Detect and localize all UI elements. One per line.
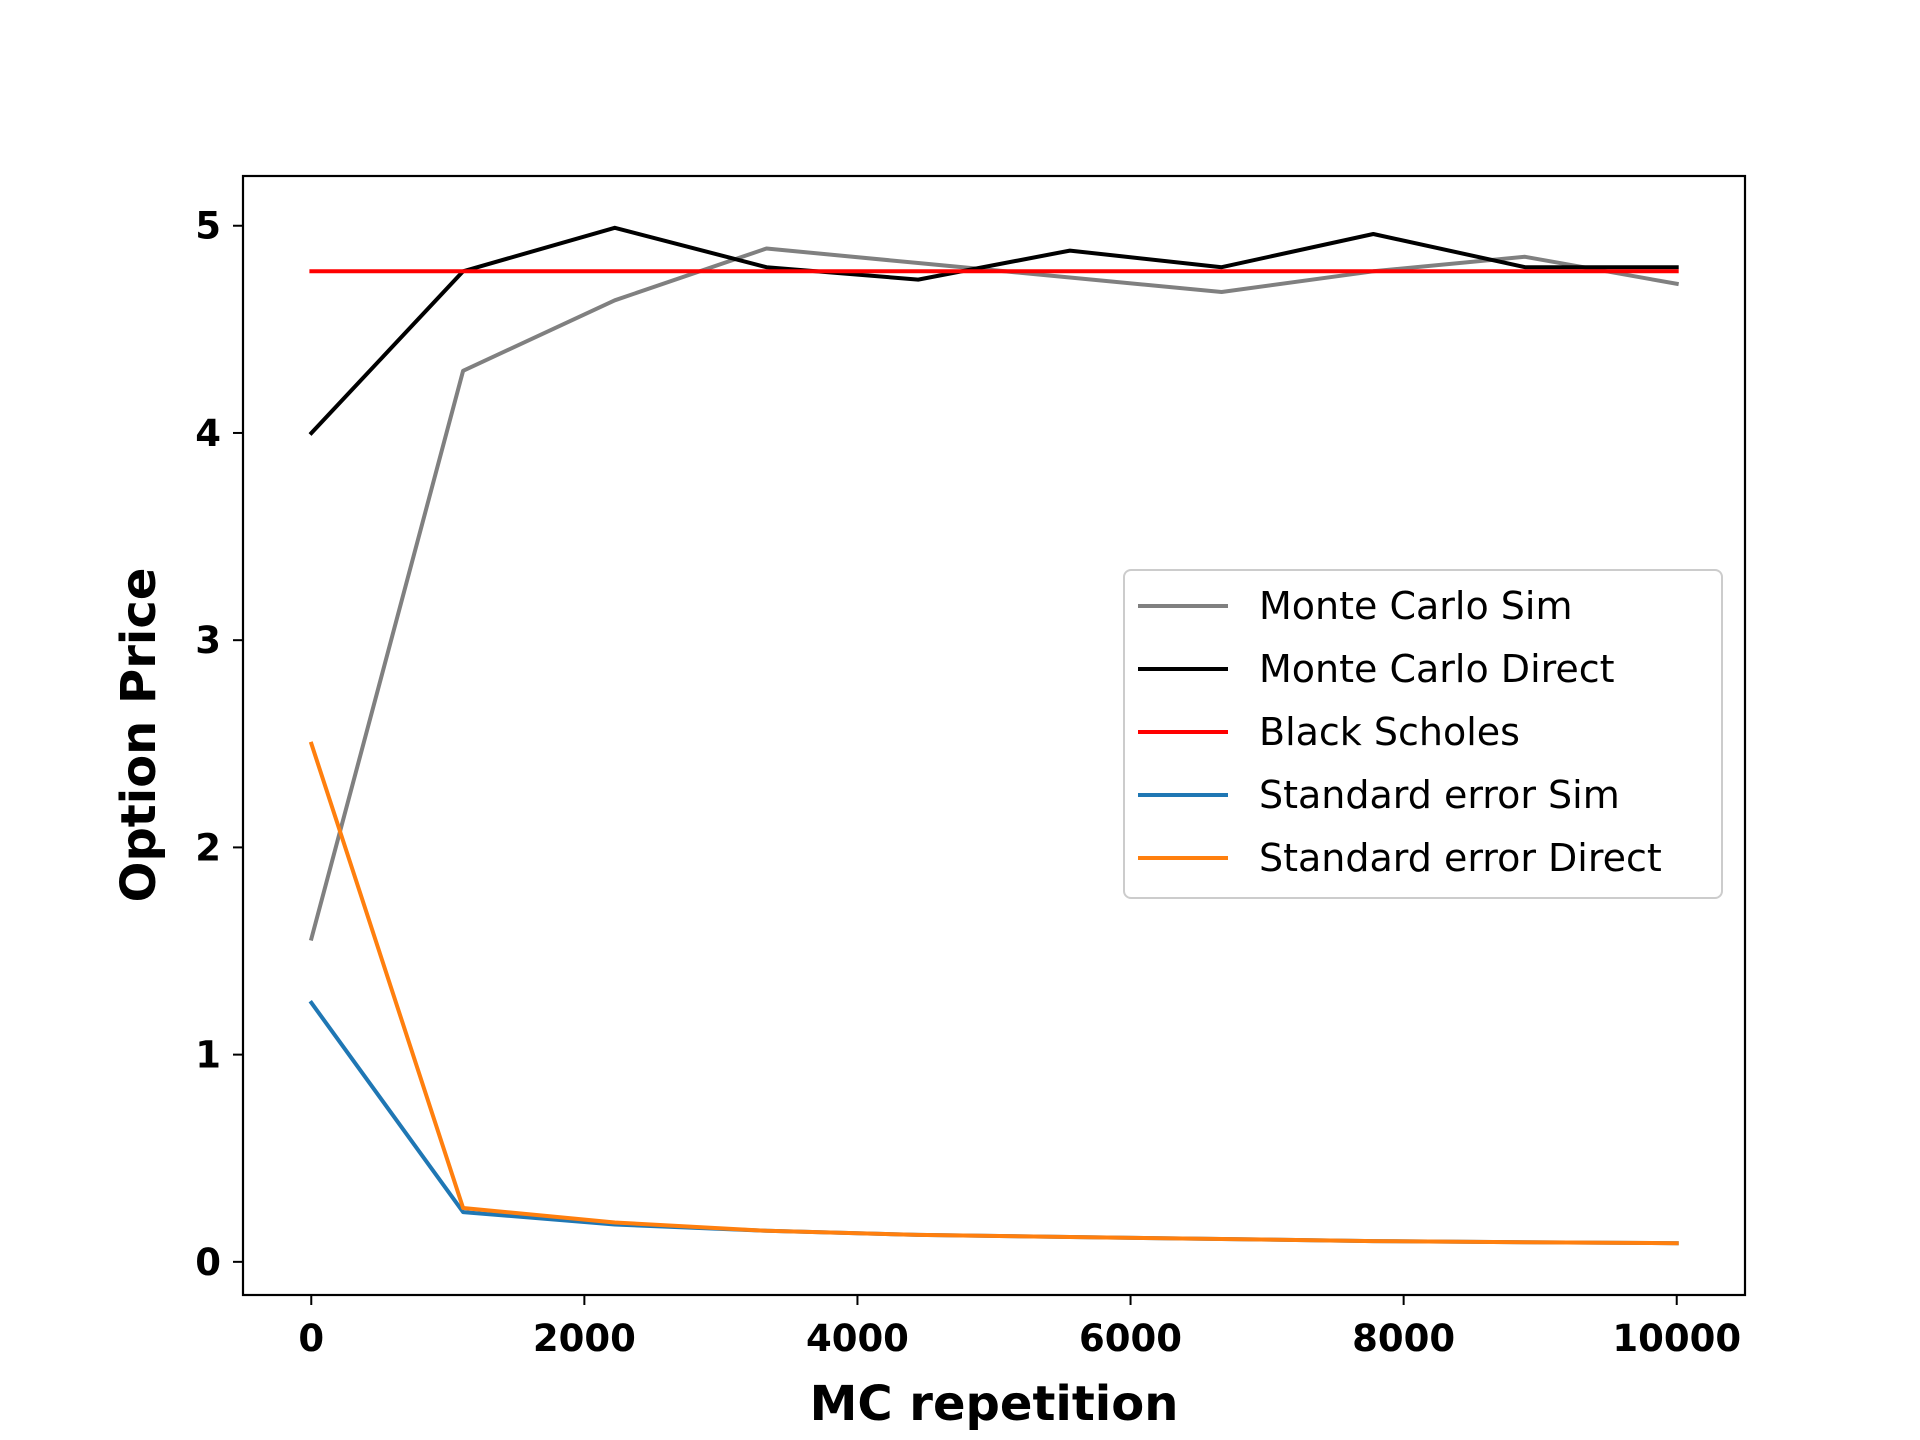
series-line-standard-error-direct [308, 741, 1679, 1246]
y-tick-label: 3 [195, 619, 221, 662]
plot-frame [241, 174, 1747, 1297]
y-axis: 0 1 2 3 4 5 [195, 205, 243, 1284]
x-tick-label: 2000 [533, 1317, 636, 1360]
series-line-monte-carlo-direct [308, 225, 1679, 436]
legend-box [1123, 569, 1723, 899]
legend: Monte Carlo Sim Monte Carlo Direct Black S… [1123, 569, 1723, 899]
legend-items: Monte Carlo Sim Monte Carlo Direct Black S… [1138, 584, 1662, 880]
x-axis-title: MC repetition [810, 1376, 1179, 1432]
x-tick-label: 0 [298, 1317, 324, 1360]
legend-label: Monte Carlo Direct [1259, 647, 1615, 691]
y-tick-label: 5 [195, 205, 221, 248]
x-axis: 0 2000 4000 6000 8000 10000 [298, 1295, 1741, 1360]
legend-label: Standard error Sim [1259, 773, 1620, 817]
legend-label: Standard error Direct [1259, 836, 1662, 880]
x-tick-label: 4000 [806, 1317, 909, 1360]
y-tick-label: 2 [195, 826, 221, 869]
series-line-standard-error-sim [308, 1000, 1679, 1246]
y-axis-title: Option Price [111, 568, 167, 903]
series-lines [308, 225, 1680, 1246]
x-tick-label: 6000 [1079, 1317, 1182, 1360]
y-tick-label: 0 [195, 1241, 221, 1284]
legend-label: Black Scholes [1259, 710, 1520, 754]
y-tick-label: 4 [195, 412, 221, 455]
x-tick-label: 8000 [1352, 1317, 1455, 1360]
x-tick-label: 10000 [1612, 1317, 1741, 1360]
legend-label: Monte Carlo Sim [1259, 584, 1573, 628]
y-tick-label: 1 [195, 1034, 221, 1077]
